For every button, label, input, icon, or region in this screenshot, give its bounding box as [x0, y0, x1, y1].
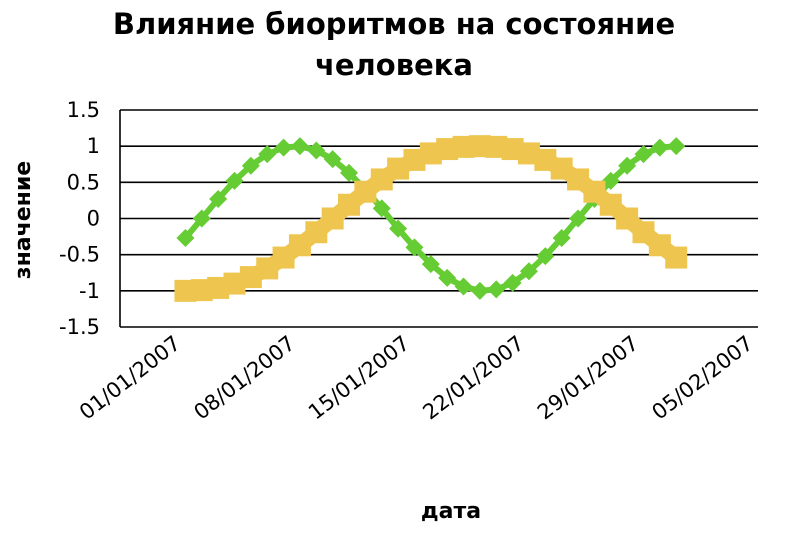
diamond-point — [569, 209, 588, 228]
diamond-point — [536, 247, 555, 266]
diamond-point — [323, 150, 342, 169]
diamond-point — [192, 209, 211, 228]
y-tick-label: 1.5 — [67, 98, 100, 122]
diamond-point — [372, 199, 391, 218]
chart-title-line-1: Влияние биоритмов на состояние — [113, 7, 675, 41]
y-tick-label: -1.5 — [59, 315, 100, 339]
y-tick-label: 0.5 — [67, 170, 100, 194]
diamond-point — [307, 141, 326, 160]
x-tick-label: 08/01/2007 — [189, 331, 299, 424]
diamond-point — [225, 171, 244, 190]
diamond-point — [340, 163, 359, 182]
diamond-point — [454, 277, 473, 296]
x-tick-label: 15/01/2007 — [304, 331, 414, 424]
y-axis-title: значение — [11, 161, 36, 279]
diamond-point — [519, 262, 538, 281]
square-point — [665, 246, 688, 269]
x-axis-title: дата — [421, 499, 481, 524]
diamond-point — [421, 255, 440, 274]
chart-title-line-2: человека — [315, 48, 473, 82]
diamond-point — [209, 189, 228, 208]
series-2 — [174, 135, 688, 302]
diamond-point — [487, 280, 506, 299]
diamond-point — [176, 229, 195, 248]
y-tick-label: 1 — [87, 134, 100, 158]
diamond-point — [601, 171, 620, 190]
y-tick-label: -0.5 — [59, 243, 100, 267]
x-tick-label: 01/01/2007 — [75, 331, 185, 424]
y-tick-label: -1 — [79, 279, 100, 303]
x-tick-label: 29/01/2007 — [533, 331, 643, 424]
diamond-point — [258, 145, 277, 164]
diamond-point — [634, 145, 653, 164]
diamond-point — [241, 156, 260, 175]
y-tick-label: 0 — [87, 207, 100, 231]
diamond-point — [405, 238, 424, 257]
diamond-point — [552, 229, 571, 248]
x-tick-label: 05/02/2007 — [647, 331, 757, 424]
diamond-point — [650, 138, 669, 157]
x-tick-labels: 01/01/2007 08/01/2007 15/01/2007 22/01/2007… — [75, 331, 758, 424]
diamond-point — [389, 219, 408, 238]
y-tick-labels: 1.5 1 0.5 0 -0.5 -1 -1.5 — [59, 98, 100, 339]
diamond-point — [503, 273, 522, 292]
diamond-point — [667, 137, 686, 156]
diamond-point — [438, 268, 457, 287]
diamond-point — [274, 138, 293, 157]
data-series — [174, 135, 688, 302]
x-tick-label: 22/01/2007 — [418, 331, 528, 424]
diamond-point — [470, 281, 489, 300]
diamond-point — [290, 137, 309, 156]
diamond-point — [618, 156, 637, 175]
